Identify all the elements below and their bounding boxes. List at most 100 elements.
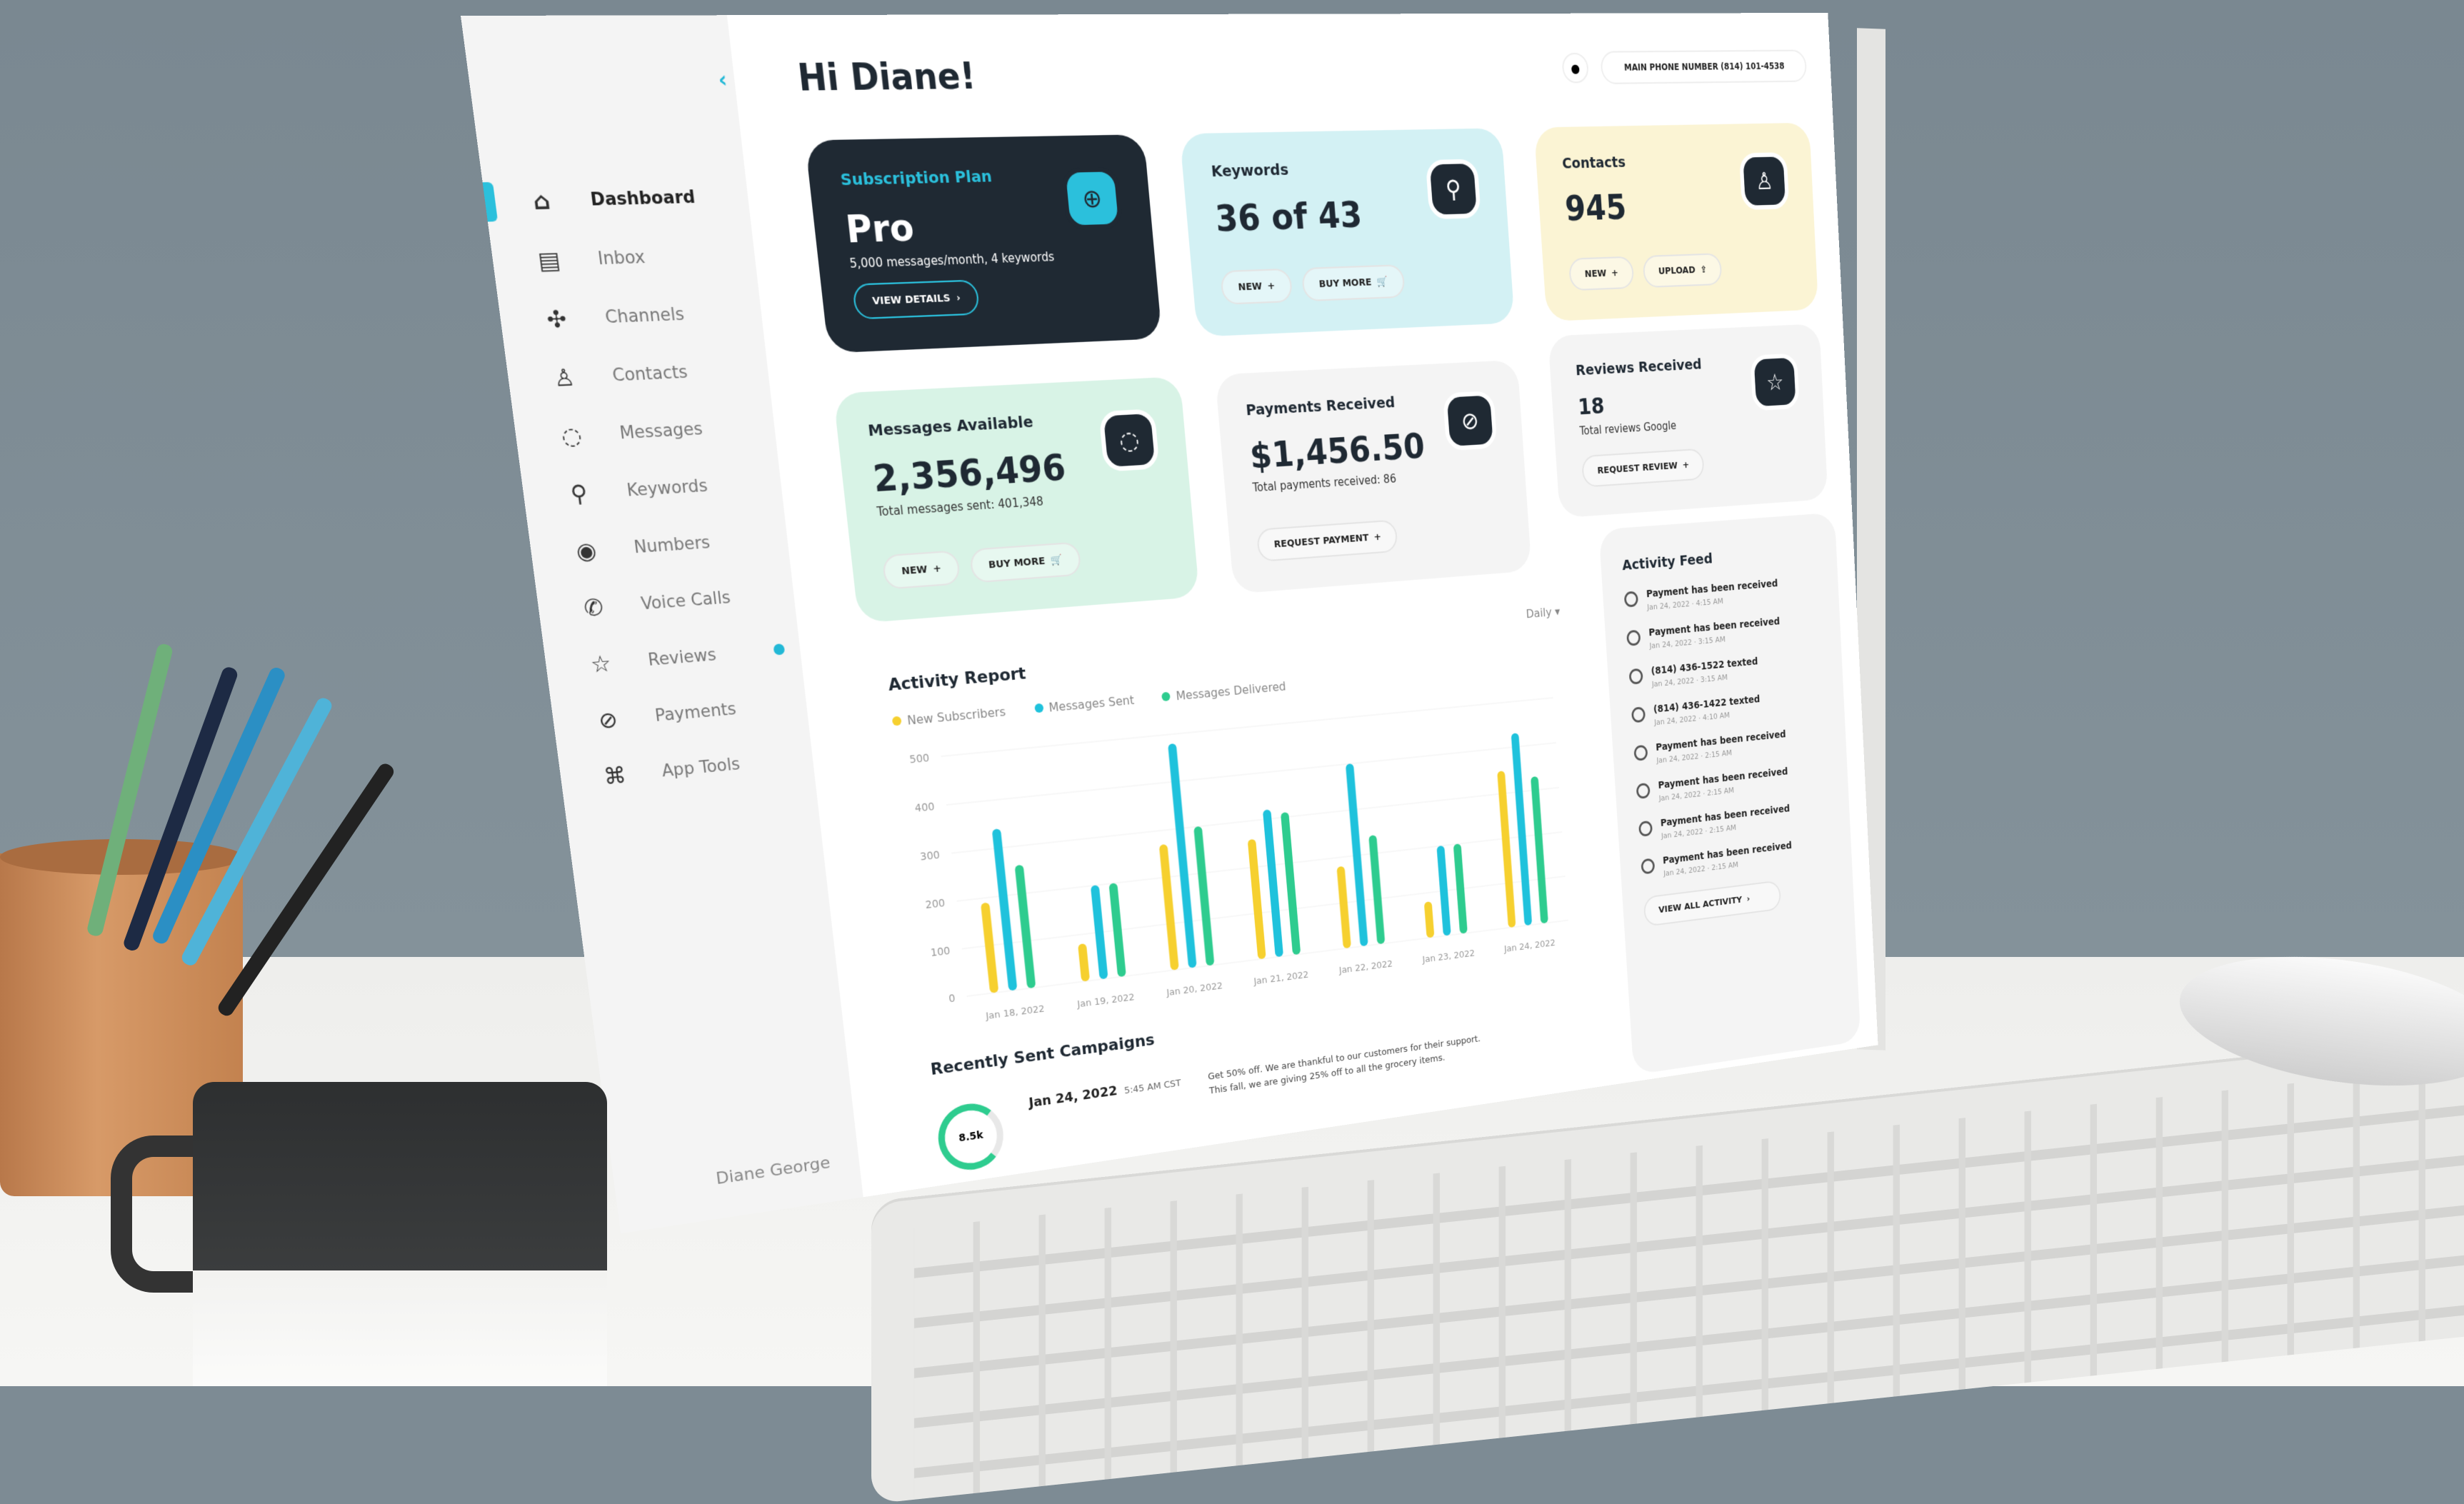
buy-keywords-button[interactable]: BUY MORE 🛒 [1301,264,1406,302]
sidebar-item-label: Dashboard [589,186,696,210]
feed-item[interactable]: Payment has been received Jan 24, 2022 · … [1623,575,1819,614]
keywords-card: Keywords 36 of 43 ⚲ NEW + BUY MORE 🛒 [1179,128,1515,337]
inbox-icon: ▤ [536,246,562,275]
feed-item[interactable]: (814) 436-1522 texted Jan 24, 2022 · 3:15… [1628,650,1823,691]
bar-messages-sent [997,833,1013,986]
legend-item: Messages Sent [1033,693,1135,716]
notification-dot [773,643,786,656]
phone-number-pill[interactable]: MAIN PHONE NUMBER (814) 101-4538 [1600,49,1808,85]
x-tick-label: Jan 24, 2022 [1503,937,1556,954]
message-icon: ◌ [1098,408,1160,472]
coffee-mug [193,1082,607,1386]
activity-icon [1633,744,1648,761]
period-value: Daily [1526,605,1553,621]
contacts-card: Contacts 945 ♙ NEW + UPLOAD ⇪ [1533,122,1819,322]
bar-new-subscribers [1163,849,1174,966]
activity-icon [1638,820,1653,837]
activity-icon [1641,858,1656,875]
y-tick-label: 300 [920,849,941,863]
legend-swatch [891,716,902,726]
bar-new-subscribers [1341,871,1346,943]
header-dot-button[interactable]: ● [1561,52,1590,84]
activity-icon [1628,668,1643,685]
bar-messages-delivered [1113,888,1121,972]
button-label: NEW [901,563,928,578]
button-label: NEW [1584,267,1607,280]
activity-icon [1631,706,1646,723]
campaign-text: Get 50% off. We are thankful to our cust… [1207,1033,1481,1097]
globe-icon: ⊕ [1061,166,1123,231]
key-icon: ⚲ [569,478,589,508]
monitor-screen: ‹ ⌂ Dashboard ▤ Inbox ✣ Channels ♙ Contacts ◌ Mes… [461,13,1878,1234]
message-icon: ◌ [559,421,584,450]
legend-swatch [1033,703,1044,713]
bar-chart: 0 100 200 300 400 500 Jan 18, 2022 Jan 19, 2022… [909,683,1583,1021]
request-review-button[interactable]: REQUEST REVIEW + [1581,448,1705,488]
star-icon: ☆ [589,649,613,678]
feed-item[interactable]: Payment has been received Jan 24, 2022 · … [1636,762,1828,806]
bar-messages-delivered [1198,831,1211,961]
sidebar-item-channels[interactable]: ✣ Channels [497,282,764,351]
bar-messages-delivered [1019,870,1031,984]
sidebar-item-label: Messages [618,418,704,443]
legend-label: Messages Delivered [1175,678,1287,703]
sidebar-item-label: Voice Calls [639,587,732,614]
sidebar-item-label: Inbox [596,246,646,269]
bar-messages-sent [1095,890,1103,975]
key-icon: ⚲ [1425,159,1481,220]
view-all-activity-button[interactable]: VIEW ALL ACTIVITY › [1643,880,1782,927]
x-tick-label: Jan 19, 2022 [1076,991,1135,1010]
reviews-card: Reviews Received 18 Total reviews Google… [1548,324,1828,518]
button-label: BUY MORE [988,555,1046,571]
x-tick-label: Jan 21, 2022 [1253,969,1309,987]
campaign-ring: 8.5k [935,1099,1007,1175]
new-message-button[interactable]: NEW + [881,550,961,590]
button-label: VIEW ALL ACTIVITY [1658,894,1743,916]
bar-new-subscribers [1252,844,1262,955]
plan-details: 5,000 messages/month, 4 keywords [848,249,1055,271]
button-label: BUY MORE [1318,276,1372,290]
view-details-button[interactable]: VIEW DETAILS › [851,279,981,320]
x-tick-label: Jan 18, 2022 [985,1003,1045,1021]
collapse-sidebar-icon[interactable]: ‹ [716,67,728,94]
messages-card: Messages Available 2,356,496 Total messa… [833,376,1200,623]
legend-swatch [1161,691,1171,702]
button-label: NEW [1237,280,1263,294]
activity-report: Activity Report Daily ▾ New Subscribers M… [886,604,1583,1038]
feed-item[interactable]: (814) 436-1422 texted Jan 24, 2022 · 4:10… [1631,688,1825,730]
request-payment-button[interactable]: REQUEST PAYMENT + [1256,519,1398,563]
channels-icon: ✣ [545,304,569,334]
star-icon: ☆ [1750,353,1800,411]
upload-contacts-button[interactable]: UPLOAD ⇪ [1642,253,1723,289]
y-tick-label: 500 [909,752,931,766]
feed-item[interactable]: Payment has been received Jan 24, 2022 · … [1633,725,1826,768]
sidebar-item-inbox[interactable]: ▤ Inbox [489,225,758,292]
bar-messages-sent [1441,850,1447,931]
y-tick-label: 400 [914,801,935,815]
sidebar-item-dashboard[interactable]: ⌂ Dashboard [481,166,751,232]
feed-item[interactable]: Payment has been received Jan 24, 2022 · … [1626,613,1821,653]
feed-item[interactable]: Payment has been received Jan 24, 2022 · … [1641,836,1832,881]
page-title: Hi Diane! [795,56,978,100]
feed-item[interactable]: Payment has been received Jan 24, 2022 · … [1638,799,1831,843]
gridline [946,743,1556,805]
home-icon: ⌂ [531,186,552,215]
campaign-date: Jan 24, 2022 [1028,1083,1118,1111]
x-tick-label: Jan 23, 2022 [1422,948,1476,965]
new-contact-button[interactable]: NEW + [1568,256,1635,291]
activity-feed: Activity Feed Payment has been received J… [1598,512,1861,1076]
x-tick-label: Jan 22, 2022 [1338,958,1393,976]
legend-label: Messages Sent [1048,693,1135,715]
new-keyword-button[interactable]: NEW + [1220,268,1293,305]
user-name[interactable]: Diane George [715,1153,831,1189]
period-dropdown[interactable]: Daily ▾ [1526,604,1561,621]
legend-label: New Subscribers [906,704,1006,728]
chart-title: Activity Report [887,664,1027,696]
payment-icon: ⊘ [1442,390,1498,451]
payment-icon: ⊘ [596,706,619,734]
buy-messages-button[interactable]: BUY MORE 🛒 [968,541,1082,583]
sidebar-item-label: App Tools [661,754,741,781]
button-label: REQUEST REVIEW [1597,460,1678,476]
bar-messages-delivered [1458,848,1463,929]
bar-messages-sent [1515,738,1528,921]
